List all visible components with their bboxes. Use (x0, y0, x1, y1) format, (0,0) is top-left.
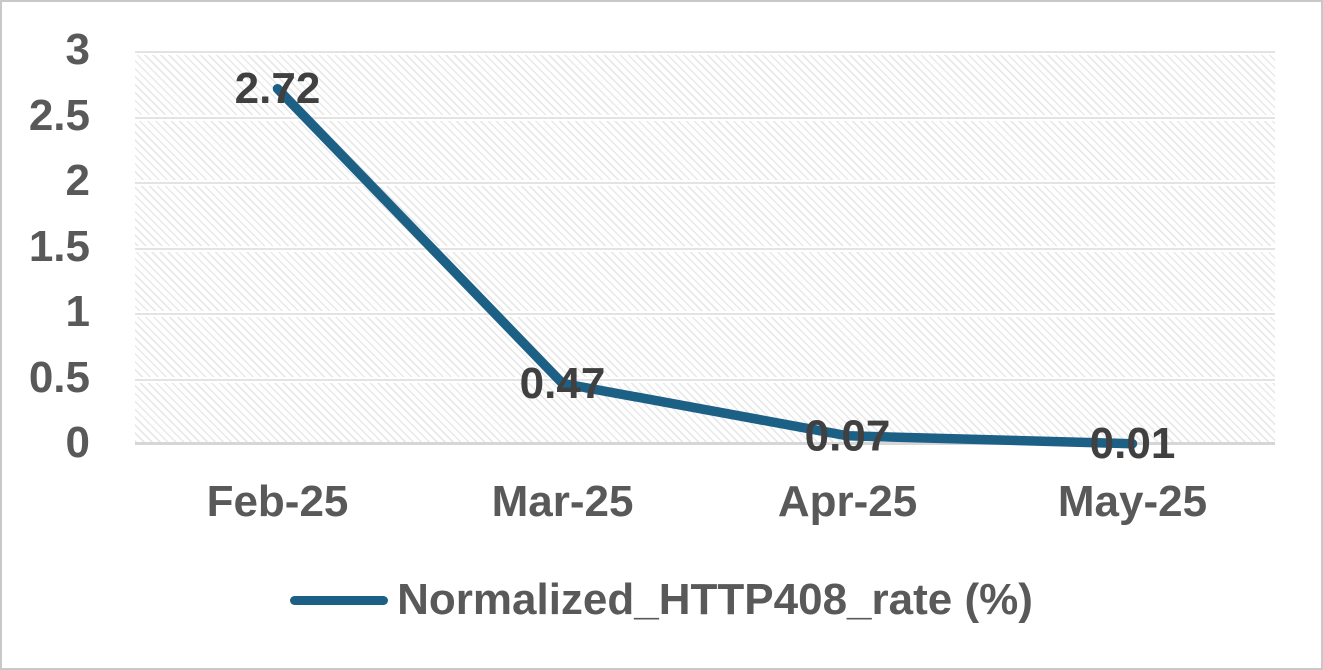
legend-line-swatch (290, 595, 389, 605)
legend: Normalized_HTTP408_rate (%) (2, 578, 1321, 622)
x-tick-label: Apr-25 (777, 477, 918, 526)
series-layer: 2.72 0.47 0.07 0.01 (235, 64, 1176, 468)
x-tick-label: May-25 (1057, 477, 1208, 526)
series-line (272, 83, 1138, 449)
y-tick-label: 2.5 (28, 90, 90, 140)
data-label: 0.47 (520, 359, 606, 408)
y-tick-label: 3 (65, 25, 90, 74)
x-tick-label: Feb-25 (206, 477, 349, 526)
data-label: 0.07 (805, 411, 891, 460)
data-label: 0.01 (1090, 419, 1176, 468)
y-tick-label: 2 (65, 156, 90, 205)
data-label: 2.72 (235, 64, 321, 113)
y-tick-label: 1 (65, 287, 90, 336)
y-tick-label: 1.5 (28, 221, 90, 271)
y-tick-label: 0 (65, 418, 90, 467)
y-tick-label: 0.5 (28, 352, 90, 402)
x-tick-label: Mar-25 (491, 477, 634, 526)
legend-label: Normalized_HTTP408_rate (%) (397, 575, 1033, 624)
